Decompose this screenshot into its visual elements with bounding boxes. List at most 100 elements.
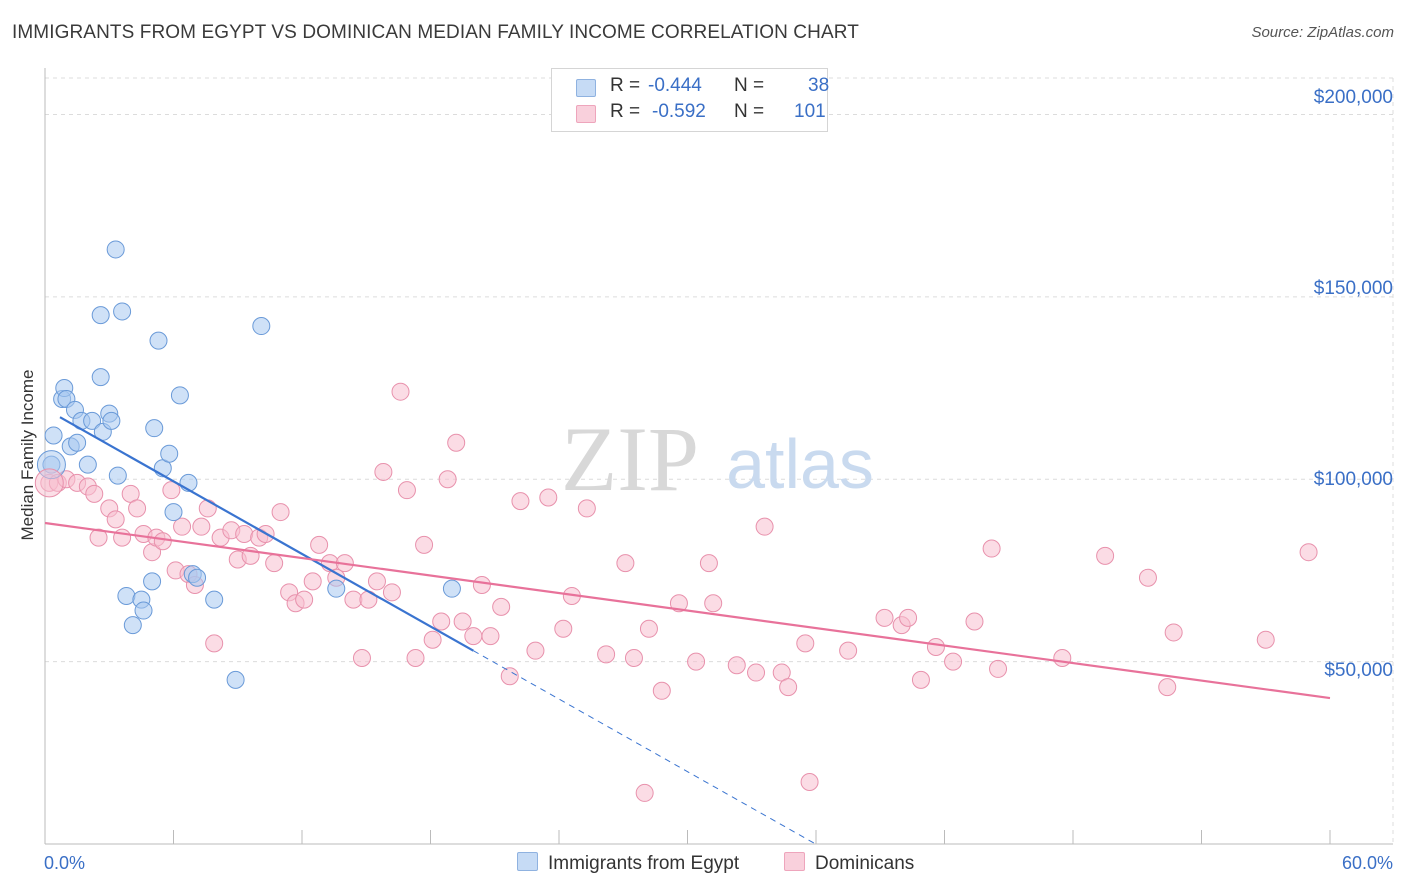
dominican-point (1299, 543, 1318, 562)
dominican-point (800, 772, 819, 791)
egypt-point (160, 444, 179, 463)
dominican-point (472, 576, 491, 595)
r-label: R = (610, 101, 641, 122)
dominican-point (415, 535, 434, 554)
watermark: ZIP atlas (561, 408, 874, 510)
dominican-point (639, 619, 658, 638)
egypt-point (108, 466, 127, 485)
data-points (34, 240, 1318, 802)
dominican-point (616, 554, 635, 573)
dominican-point (511, 492, 530, 511)
dominican-point (911, 670, 930, 689)
bottom-legend-egypt[interactable]: Immigrants from Egypt (517, 852, 739, 875)
axes (44, 68, 1393, 845)
dominican-point (391, 382, 410, 401)
dominican-point (173, 517, 192, 536)
dominican-point (310, 535, 329, 554)
dominican-point (1256, 630, 1275, 649)
egypt-swatch (517, 852, 538, 871)
egypt-point (44, 426, 63, 445)
dominican-point (687, 652, 706, 671)
egypt-point (102, 411, 121, 430)
dominican-point (128, 499, 147, 518)
dominican-point (1138, 568, 1157, 587)
dominican-r-value: -0.592 (652, 101, 706, 122)
dominican-point (597, 645, 616, 664)
egypt-point (68, 433, 87, 452)
egypt-point (91, 306, 110, 325)
dominican-point (205, 634, 224, 653)
dominican-point (796, 634, 815, 653)
dominican-point (271, 503, 290, 522)
dominican-trend-line (44, 521, 1331, 700)
dominican-point (1096, 546, 1115, 565)
r-label: R = (610, 75, 641, 96)
egypt-point (113, 302, 132, 321)
egypt-point (123, 616, 142, 635)
egypt-point (91, 368, 110, 387)
egypt-trend-line (59, 416, 474, 652)
dominican-point (1158, 678, 1177, 697)
dominican-swatch (576, 105, 596, 123)
dominican-point (539, 488, 558, 507)
dominican-point (162, 481, 181, 500)
dominican-point (989, 659, 1008, 678)
egypt-point (164, 503, 183, 522)
gridlines (45, 77, 1394, 844)
axis-labels: Median Family Income 0.0% 60.0% $50,000 … (18, 87, 1393, 873)
x-tick-label: 0.0% (44, 853, 85, 873)
dominican-point (1164, 623, 1183, 642)
dominican-point (747, 663, 766, 682)
dominican-point (453, 612, 472, 631)
y-tick-label: $200,000 (1314, 87, 1393, 108)
y-axis-title: Median Family Income (18, 369, 37, 540)
dominican-point (198, 499, 217, 518)
egypt-point (145, 419, 164, 438)
dominican-point (492, 597, 511, 616)
dominican-point (699, 554, 718, 573)
n-label: N = (734, 75, 765, 96)
x-tick-label: 60.0% (1342, 853, 1393, 873)
dominican-point (755, 517, 774, 536)
egypt-point (205, 590, 224, 609)
dominican-point (447, 433, 466, 452)
dominican-point (397, 481, 416, 500)
dominican-point (839, 641, 858, 660)
dominican-point (423, 630, 442, 649)
bottom-legend-dominicans[interactable]: Dominicans (784, 852, 914, 875)
dominican-point (352, 648, 371, 667)
dominican-swatch (784, 852, 805, 871)
dominican-point (89, 528, 108, 547)
egypt-swatch (576, 79, 596, 97)
egypt-point (149, 331, 168, 350)
dominican-point (875, 608, 894, 627)
dominican-point (652, 681, 671, 700)
egypt-point (170, 386, 189, 405)
dominican-point (481, 627, 500, 646)
dominican-point (526, 641, 545, 660)
dominican-point (779, 678, 798, 697)
dominican-point (438, 470, 457, 489)
dominican-point (554, 619, 573, 638)
dominican-point (374, 462, 393, 481)
egypt-point (134, 601, 153, 620)
dominican-point (106, 510, 125, 529)
dominican-n-value: 101 (794, 101, 826, 122)
egypt-point (106, 240, 125, 259)
egypt-point (252, 317, 271, 336)
dominican-point (982, 539, 1001, 558)
dominican-point (464, 627, 483, 646)
egypt-point (83, 411, 102, 430)
dominican-point (265, 554, 284, 573)
correlation-legend: R = -0.444 N = 38 R = -0.592 N = 101 (551, 68, 829, 132)
dominican-point (624, 648, 643, 667)
dominican-point (1053, 648, 1072, 667)
egypt-point (143, 572, 162, 591)
y-tick-label: $100,000 (1314, 469, 1393, 490)
dominican-point (926, 638, 945, 657)
dominican-point (944, 652, 963, 671)
dominican-point (432, 612, 451, 631)
dominican-point (295, 590, 314, 609)
dominican-point (965, 612, 984, 631)
